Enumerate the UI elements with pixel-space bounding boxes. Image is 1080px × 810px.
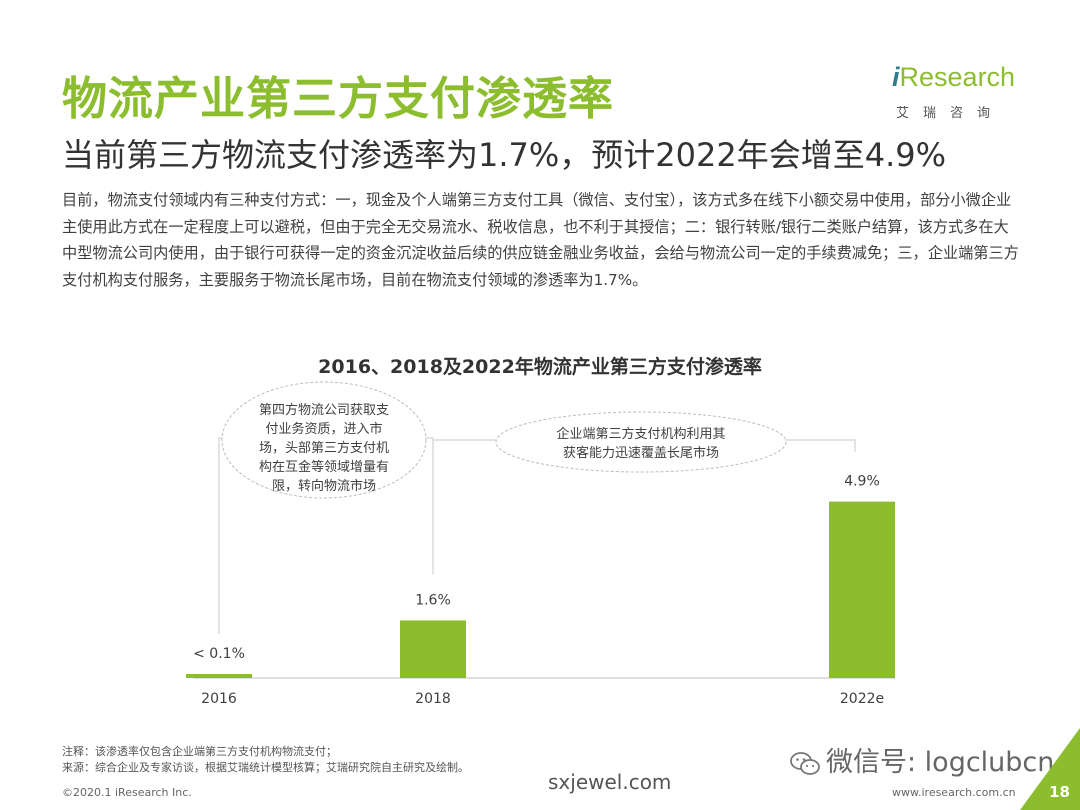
category-label-2022e: 2022e — [840, 691, 884, 707]
bar-2018 — [400, 620, 466, 678]
annotation-1-leader-left — [218, 437, 229, 634]
annotation-2-line: 获客能力迅速覆盖长尾市场 — [563, 445, 719, 461]
annotation-2-leader-left — [432, 438, 500, 441]
logo-chinese: 艾瑞咨询 — [896, 106, 1005, 121]
footnote-note: 注释：该渗透率仅包含企业端第三方支付机构物流支付； — [62, 745, 337, 758]
copyright: ©2020.1 iResearch Inc. — [62, 786, 192, 799]
website-link[interactable]: www.iresearch.com.cn — [892, 786, 1016, 799]
annotation-1-line: 构在互金等领域增量有 — [259, 459, 389, 475]
category-label-2016: 2016 — [201, 691, 237, 707]
annotation-1-line: 场，头部第三方支付机 — [259, 440, 389, 456]
annotation-1-bubble — [221, 381, 427, 499]
annotation-1-line: 付业务资质，进入市 — [265, 421, 382, 437]
annotation-1-leader-right — [423, 437, 434, 575]
bar-chart: < 0.1% 2016 1.6% 2018 4.9% 2022e 第四方物流公司获取支付业务… — [186, 381, 895, 707]
corner-decoration — [1020, 728, 1080, 810]
wechat-icon — [790, 751, 820, 777]
wechat-watermark: 微信号: logclubcn — [790, 740, 1054, 779]
annotation-2-leader-right — [780, 439, 856, 452]
data-label-2022e: 4.9% — [844, 474, 880, 490]
category-label-2018: 2018 — [415, 691, 451, 707]
page-subtitle: 当前第三方物流支付渗透率为1.7%，预计2022年会增至4.9% — [62, 136, 947, 174]
wechat-id: 微信号: logclubcn — [826, 747, 1055, 778]
data-label-2016: < 0.1% — [193, 646, 245, 662]
logo-wordmark: iResearch — [892, 62, 1016, 92]
body-paragraph: 目前，物流支付领域内有三种支付方式：一，现金及个人端第三方支付工具（微信、支付宝… — [62, 191, 1019, 289]
annotation-2-bubble — [495, 411, 787, 473]
data-label-2018: 1.6% — [415, 592, 451, 608]
watermark-text: sxjewel.com — [548, 770, 672, 794]
footnote-source: 来源：综合企业及专家访谈，根据艾瑞统计模型核算；艾瑞研究院自主研究及绘制。 — [62, 761, 469, 774]
bar-2022e — [829, 501, 895, 678]
chart-title: 2016、2018及2022年物流产业第三方支付渗透率 — [318, 356, 762, 378]
annotation-1-line: 第四方物流公司获取支 — [259, 402, 389, 418]
page-title: 物流产业第三方支付渗透率 — [62, 72, 615, 125]
annotation-2-line: 企业端第三方支付机构利用其 — [556, 426, 725, 442]
iresearch-logo: iResearch 艾瑞咨询 — [892, 62, 1022, 122]
bar-2016 — [186, 674, 252, 678]
page-number: 18 — [1049, 783, 1070, 801]
annotation-1-line: 限，转向物流市场 — [272, 478, 376, 494]
